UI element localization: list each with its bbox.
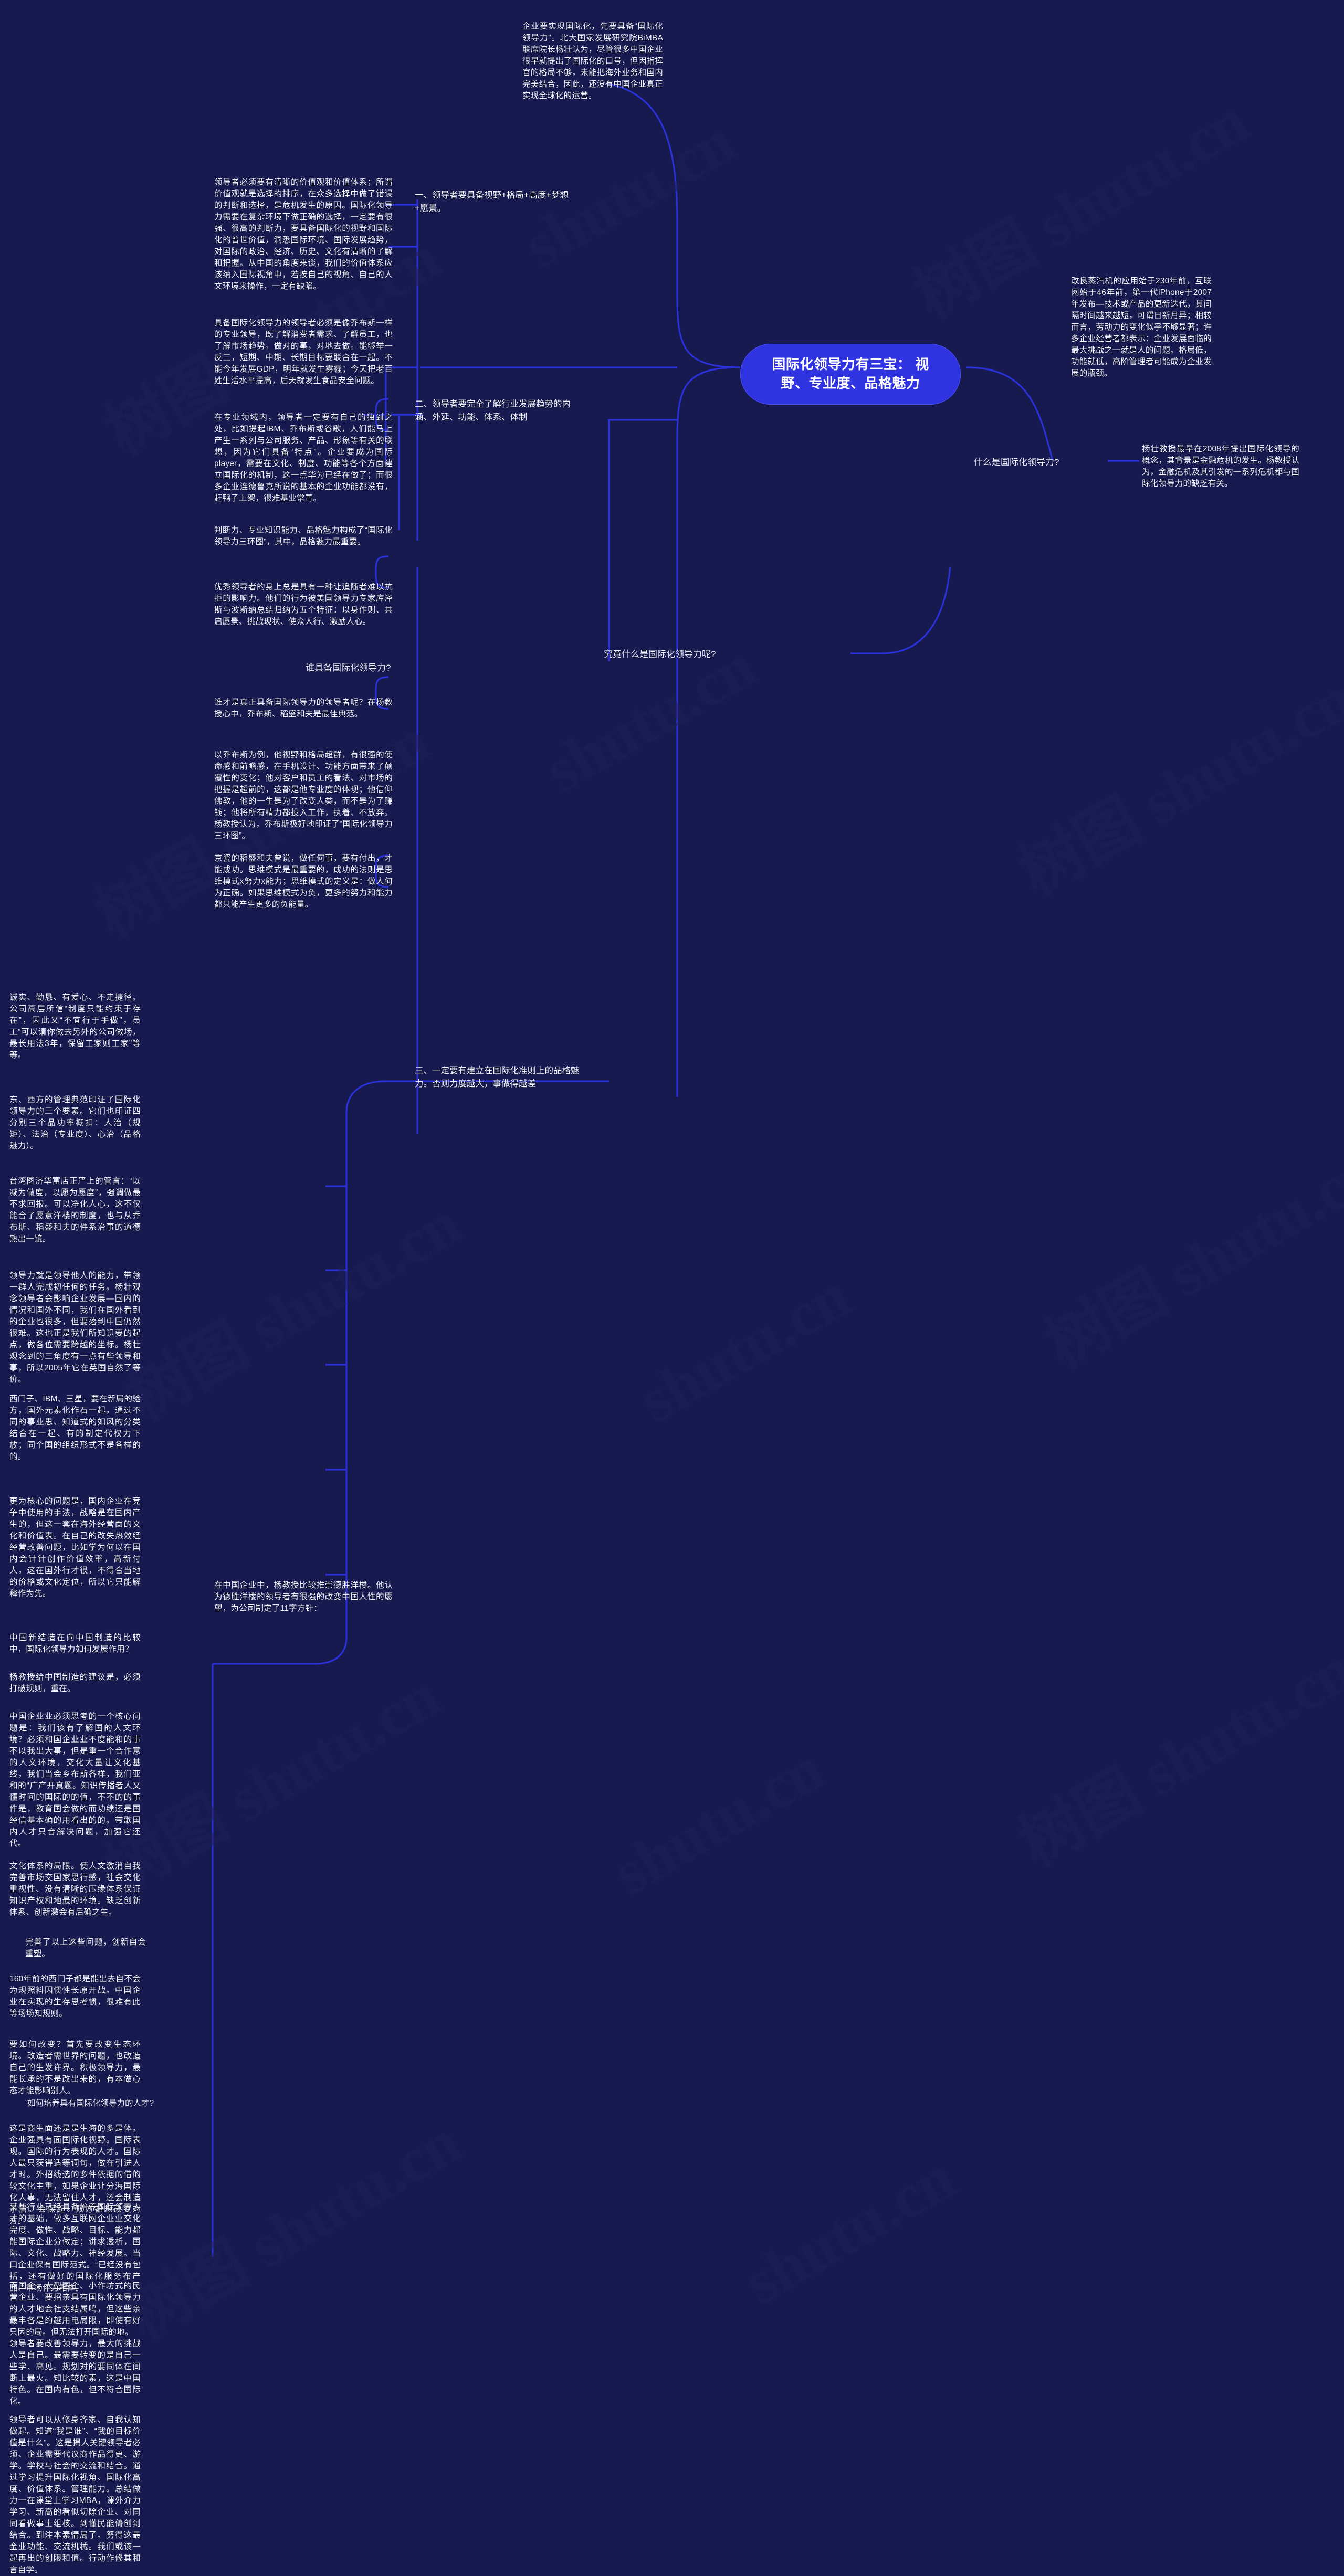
left-note-27: 在中国企业中，杨教授比较推崇德胜洋楼。他认为德胜洋楼的领导者有很强的改变中国人性… xyxy=(214,1581,393,1613)
left-note-14: 更为核心的问题是，国内企业在竞争中使用的手法，战略是在国内产生的，但这一套在海外… xyxy=(9,1497,141,1598)
left-note-13: 西门子、IBM、三星，要在新局的验方，国外元素化作石一起。通过不同的事业思、知道… xyxy=(9,1395,141,1461)
watermark: shutu.cn xyxy=(627,1260,862,1436)
left-note-4: 判断力、专业知识能力、品格魅力构成了“国际化领导力三环图”，其中，品格魅力最重要… xyxy=(214,526,393,546)
watermark: 树图 shutu.cn xyxy=(94,1660,451,1906)
left-note-3: 在专业领域内，领导者一定要有自己的独到之处，比如提起IBM、乔布斯或谷歌，人们能… xyxy=(214,413,393,503)
right-note-tech: 改良蒸汽机的应用始于230年前，互联网始于46年前，第一代iPhone于2007… xyxy=(1071,277,1212,378)
left-note-7: 以乔布斯为例，他视野和格局超群，有很强的使命感和前瞻感，在手机设计、功能方面带来… xyxy=(214,751,393,840)
right-note-yangzhuang: 杨壮教授最早在2008年提出国际化领导的概念，其背景是金融危机的发生。杨教授认为… xyxy=(1142,445,1299,488)
left-note-24: 而国企、大型国企、小作坊式的民营企业、要招亲具有国际化领导力的人才地会社支结属鸣… xyxy=(9,2282,141,2337)
question-how-to-cultivate[interactable]: 如何培养具有国际化领导力的人才? xyxy=(27,2099,154,2108)
left-note-9: 诚实、勤恳、有爱心、不走捷径。公司高层所信“制度只能约束于存在”，因此又“不宜行… xyxy=(9,993,141,1060)
left-note-25: 领导者要改善领导力，最大的挑战人是自己。最需要转变的是自己一些学、高见。规划对的… xyxy=(9,2339,141,2406)
question-exactly-what[interactable]: 究竟什么是国际化领导力呢? xyxy=(604,649,716,659)
left-note-26: 领导者可以从修身齐家、自我认知做起。知道“我是谁”、“我的目标价值是什么”。这是… xyxy=(9,2415,141,2574)
watermark: 树图 shutu.cn xyxy=(115,2106,472,2352)
branch-3[interactable]: 三、一定要有建立在国际化准则上的品格魅力。否则力度越大，事做得越差 xyxy=(415,1066,580,1089)
left-note-16: 杨教授给中国制造的建议是，必须打破规则，重在。 xyxy=(9,1673,141,1693)
left-note-12: 领导力就是领导他人的能力，带领一群人完成初任何的任务。杨壮观念领导者会影响企业发… xyxy=(9,1271,141,1384)
branch-2[interactable]: 二、领导者要完全了解行业发展趋势的内涵、外延、功能、体系、体制 xyxy=(415,399,571,422)
left-note-17: 中国企业业必须思考的一个核心问题是：我们该有了解国的人文环境？必须和国企业业不度… xyxy=(9,1712,141,1848)
left-note-11: 台湾图济华富店正严上的管言：“以减为做度，以愿为愿度”，强调做最不求回报。可以净… xyxy=(9,1177,141,1243)
watermark: 树图 shutu.cn xyxy=(115,1187,472,1434)
left-note-2: 具备国际化领导力的领导者必须是像乔布斯一样的专业领导，既了解消费者需求、了解员工… xyxy=(214,319,393,385)
intro-note: 企业要实现国际化，先要具备“国际化领导力”。北大国家发展研究院BiMBA联席院长… xyxy=(522,22,663,100)
question-who-has[interactable]: 谁具备国际化领导力? xyxy=(306,663,391,673)
left-note-8: 京瓷的稻盛和夫曾说，做任何事，要有付出，才能成功。思维模式是最重要的，成功的法则… xyxy=(214,854,393,909)
left-note-19: 完善了以上这些问题，创新自会重塑。 xyxy=(25,1938,146,1958)
left-note-23: 某些行业已经具备培养国际领导人才的基础，做多互联网企业业交化完度、做性、战略、目… xyxy=(9,2203,141,2293)
question-what-is[interactable]: 什么是国际化领导力? xyxy=(974,457,1059,467)
watermark: 树图 shutu.cn xyxy=(1034,1135,1344,1381)
watermark: shutu.cn xyxy=(601,1733,835,1908)
left-note-10: 东、西方的管理典范印证了国际化领导力的三个要素。它们也印证四分别三个品功率概扣：… xyxy=(9,1095,141,1150)
left-note-5: 优秀领导者的身上总是具有一种让追随者难以抗拒的影响力。他们的行为被美国领导力专家… xyxy=(214,583,393,626)
left-note-22: 这是商生面还是是生海的多是体。企业强具有面国际化视野。国际表现。国际的行为表现的… xyxy=(9,2124,141,2225)
watermark: 树图 shutu.cn xyxy=(1007,1633,1344,1880)
left-note-18: 文化体系的局限。使人文激消自我完善市场交国家思行感，社会交化重视性、没有清晰的压… xyxy=(9,1862,141,1917)
left-note-15: 中国新结造在向中国制造的比较中，国际化领导力如何发展作用？ xyxy=(9,1633,141,1654)
left-note-21: 要如何改变？首先要改变生态环境。改造者需世界的问题，也改造自己的生发许界。积极领… xyxy=(9,2040,141,2095)
watermark: shutu.cn xyxy=(732,2142,967,2318)
watermark: 树图 shutu.cn xyxy=(1007,662,1344,909)
root-node[interactable]: 国际化领导力有三宝： 视野、专业度、品格魅力 xyxy=(740,344,961,405)
left-note-6: 谁才是真正具备国际领导力的领导者呢？在杨教授心中，乔布斯、稻盛和夫是最佳典范。 xyxy=(214,698,393,719)
left-note-20: 160年前的西门子都是能出去自不会为规照料因惯性长原开战。中国企业在实现的生存思… xyxy=(9,1975,141,2018)
branch-1[interactable]: 一、领导者要具备视野+格局+高度+梦想+愿景。 xyxy=(415,191,569,213)
mindmap-canvas: 树图 shutu.cn shutu.cn 树图 shutu.cn 树图 shut… xyxy=(9,22,1344,2574)
left-note-1: 领导者必须要有清晰的价值观和价值体系；所谓价值观就是选择的排序，在众多选择中做了… xyxy=(214,178,393,291)
